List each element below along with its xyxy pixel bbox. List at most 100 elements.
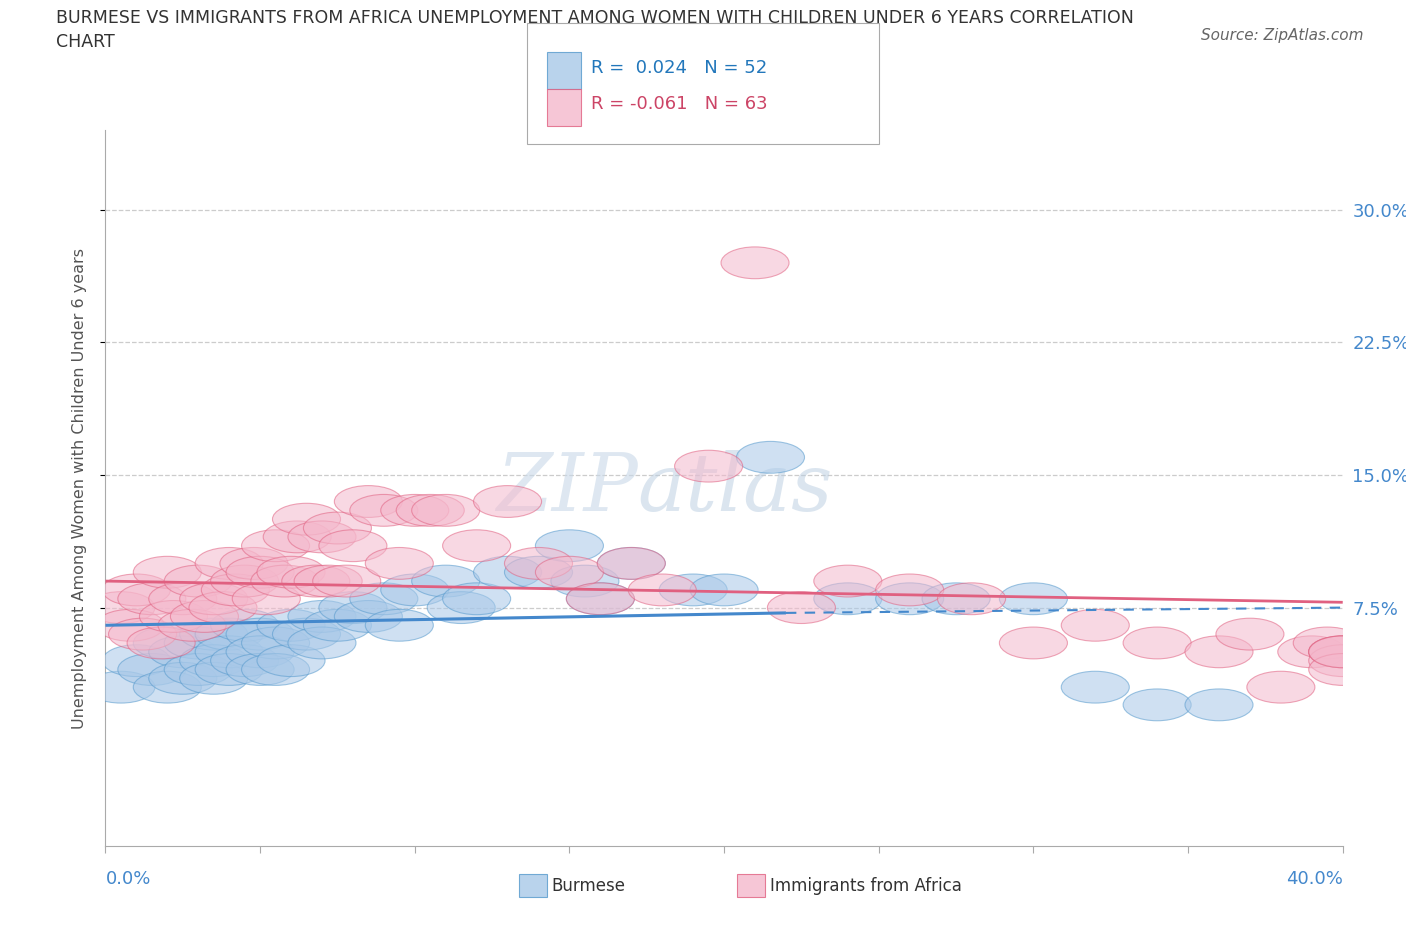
Ellipse shape: [103, 644, 170, 676]
Ellipse shape: [1062, 609, 1129, 641]
Ellipse shape: [814, 565, 882, 597]
Text: R = -0.061   N = 63: R = -0.061 N = 63: [591, 95, 768, 113]
Ellipse shape: [319, 591, 387, 623]
Ellipse shape: [938, 583, 1005, 615]
Ellipse shape: [1278, 636, 1346, 668]
Ellipse shape: [1000, 627, 1067, 658]
Ellipse shape: [1309, 654, 1376, 685]
Ellipse shape: [1123, 689, 1191, 721]
Ellipse shape: [412, 565, 479, 597]
Ellipse shape: [381, 574, 449, 605]
Ellipse shape: [443, 530, 510, 562]
Ellipse shape: [149, 583, 217, 615]
Ellipse shape: [335, 485, 402, 517]
Ellipse shape: [180, 583, 247, 615]
Ellipse shape: [226, 618, 294, 650]
Ellipse shape: [288, 601, 356, 632]
Ellipse shape: [304, 512, 371, 544]
Ellipse shape: [505, 548, 572, 579]
Ellipse shape: [118, 654, 186, 685]
Ellipse shape: [211, 644, 278, 676]
Ellipse shape: [567, 583, 634, 615]
Ellipse shape: [87, 591, 155, 623]
Ellipse shape: [232, 583, 301, 615]
Ellipse shape: [567, 583, 634, 615]
Ellipse shape: [1185, 689, 1253, 721]
Ellipse shape: [598, 548, 665, 579]
Ellipse shape: [103, 574, 170, 605]
Ellipse shape: [876, 583, 943, 615]
Ellipse shape: [474, 485, 541, 517]
Ellipse shape: [118, 583, 186, 615]
Ellipse shape: [96, 609, 165, 641]
Ellipse shape: [149, 662, 217, 694]
Text: 0.0%: 0.0%: [105, 870, 150, 887]
Ellipse shape: [1000, 583, 1067, 615]
Ellipse shape: [768, 591, 835, 623]
Text: CHART: CHART: [56, 33, 115, 50]
Ellipse shape: [219, 548, 288, 579]
Ellipse shape: [294, 565, 363, 597]
Text: Burmese: Burmese: [551, 877, 626, 896]
Text: ZIP: ZIP: [496, 449, 637, 527]
Ellipse shape: [195, 636, 263, 668]
Ellipse shape: [366, 609, 433, 641]
Ellipse shape: [195, 548, 263, 579]
Ellipse shape: [134, 671, 201, 703]
Ellipse shape: [319, 530, 387, 562]
Ellipse shape: [257, 609, 325, 641]
Ellipse shape: [195, 618, 263, 650]
Ellipse shape: [922, 583, 990, 615]
Ellipse shape: [312, 565, 381, 597]
Ellipse shape: [273, 618, 340, 650]
Ellipse shape: [876, 574, 943, 605]
Ellipse shape: [226, 556, 294, 588]
Ellipse shape: [288, 627, 356, 658]
Ellipse shape: [134, 627, 201, 658]
Ellipse shape: [1309, 636, 1376, 668]
Ellipse shape: [250, 565, 319, 597]
Ellipse shape: [350, 583, 418, 615]
Ellipse shape: [412, 495, 479, 526]
Ellipse shape: [1294, 627, 1361, 658]
Ellipse shape: [737, 442, 804, 473]
Ellipse shape: [1247, 671, 1315, 703]
Text: BURMESE VS IMMIGRANTS FROM AFRICA UNEMPLOYMENT AMONG WOMEN WITH CHILDREN UNDER 6: BURMESE VS IMMIGRANTS FROM AFRICA UNEMPL…: [56, 9, 1135, 27]
Ellipse shape: [180, 644, 247, 676]
Ellipse shape: [211, 609, 278, 641]
Ellipse shape: [350, 495, 418, 526]
Ellipse shape: [180, 662, 247, 694]
Ellipse shape: [721, 246, 789, 279]
Ellipse shape: [427, 591, 495, 623]
Ellipse shape: [659, 574, 727, 605]
Ellipse shape: [1309, 636, 1376, 668]
Text: atlas: atlas: [637, 449, 832, 527]
Ellipse shape: [474, 556, 541, 588]
Ellipse shape: [628, 574, 696, 605]
Ellipse shape: [226, 636, 294, 668]
Ellipse shape: [505, 556, 572, 588]
Ellipse shape: [1309, 644, 1376, 676]
Ellipse shape: [273, 503, 340, 535]
Ellipse shape: [443, 583, 510, 615]
Ellipse shape: [134, 556, 201, 588]
Ellipse shape: [1062, 671, 1129, 703]
Text: R =  0.024   N = 52: R = 0.024 N = 52: [591, 59, 766, 77]
Ellipse shape: [242, 627, 309, 658]
Ellipse shape: [288, 521, 356, 552]
Ellipse shape: [381, 495, 449, 526]
Ellipse shape: [201, 574, 270, 605]
Ellipse shape: [814, 583, 882, 615]
Ellipse shape: [165, 627, 232, 658]
Ellipse shape: [108, 618, 177, 650]
Ellipse shape: [335, 601, 402, 632]
Ellipse shape: [195, 654, 263, 685]
Ellipse shape: [263, 521, 332, 552]
Ellipse shape: [536, 556, 603, 588]
Ellipse shape: [366, 548, 433, 579]
Text: Immigrants from Africa: Immigrants from Africa: [770, 877, 962, 896]
Ellipse shape: [551, 565, 619, 597]
Ellipse shape: [127, 627, 195, 658]
Ellipse shape: [149, 636, 217, 668]
Ellipse shape: [211, 565, 278, 597]
